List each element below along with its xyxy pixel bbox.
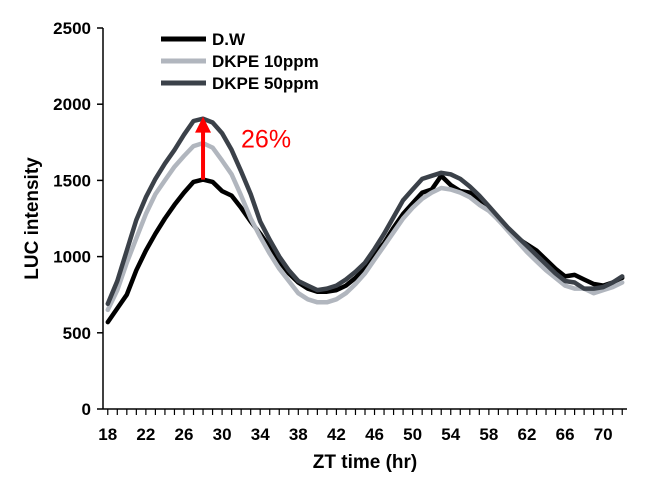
y-tick-label: 2500 (53, 19, 91, 38)
legend: D.W DKPE 10ppm DKPE 50ppm (161, 30, 319, 93)
x-tick-label: 22 (136, 425, 155, 444)
legend-label-dkpe-10ppm: DKPE 10ppm (212, 52, 319, 71)
legend-label-dkpe-50ppm: DKPE 50ppm (212, 74, 319, 93)
series-line-dkpe-10ppm (105, 140, 625, 313)
x-tick-label: 30 (213, 425, 232, 444)
x-tick-label: 66 (556, 425, 575, 444)
x-tick-label: 50 (403, 425, 422, 444)
x-tick-label: 34 (251, 425, 270, 444)
x-tick-label: 26 (175, 425, 194, 444)
x-tick-label: 58 (479, 425, 498, 444)
annotation: 26% (195, 116, 291, 180)
x-tick-label: 46 (365, 425, 384, 444)
x-axis-title: ZT time (hr) (313, 452, 418, 473)
x-tick-label: 18 (98, 425, 117, 444)
annotation-arrow-head (195, 116, 212, 133)
y-tick-label: 1000 (53, 248, 91, 267)
y-tick-label: 1500 (53, 171, 91, 190)
series-lines (105, 116, 625, 325)
y-axis-title: LUC intensity (22, 157, 43, 280)
plot-area: 0 500 1000 1500 2000 2500 18 22 26 30 34 38 42 46 50 5… (53, 19, 627, 444)
x-axis-ticks: 18 22 26 30 34 38 42 46 50 54 58 62 66 70 (98, 409, 623, 444)
y-tick-label: 500 (63, 324, 91, 343)
legend-label-d-w: D.W (212, 30, 246, 49)
y-tick-label: 2000 (53, 95, 91, 114)
x-tick-label: 62 (518, 425, 537, 444)
x-tick-label: 70 (594, 425, 613, 444)
x-tick-label: 38 (289, 425, 308, 444)
x-tick-label: 42 (327, 425, 346, 444)
x-tick-label: 54 (441, 425, 460, 444)
series-line-dkpe-50ppm (105, 116, 625, 307)
series-line-d-w (105, 173, 625, 325)
annotation-label: 26% (241, 126, 291, 154)
y-tick-label: 0 (82, 400, 91, 419)
y-axis-ticks: 0 500 1000 1500 2000 2500 (53, 19, 103, 419)
